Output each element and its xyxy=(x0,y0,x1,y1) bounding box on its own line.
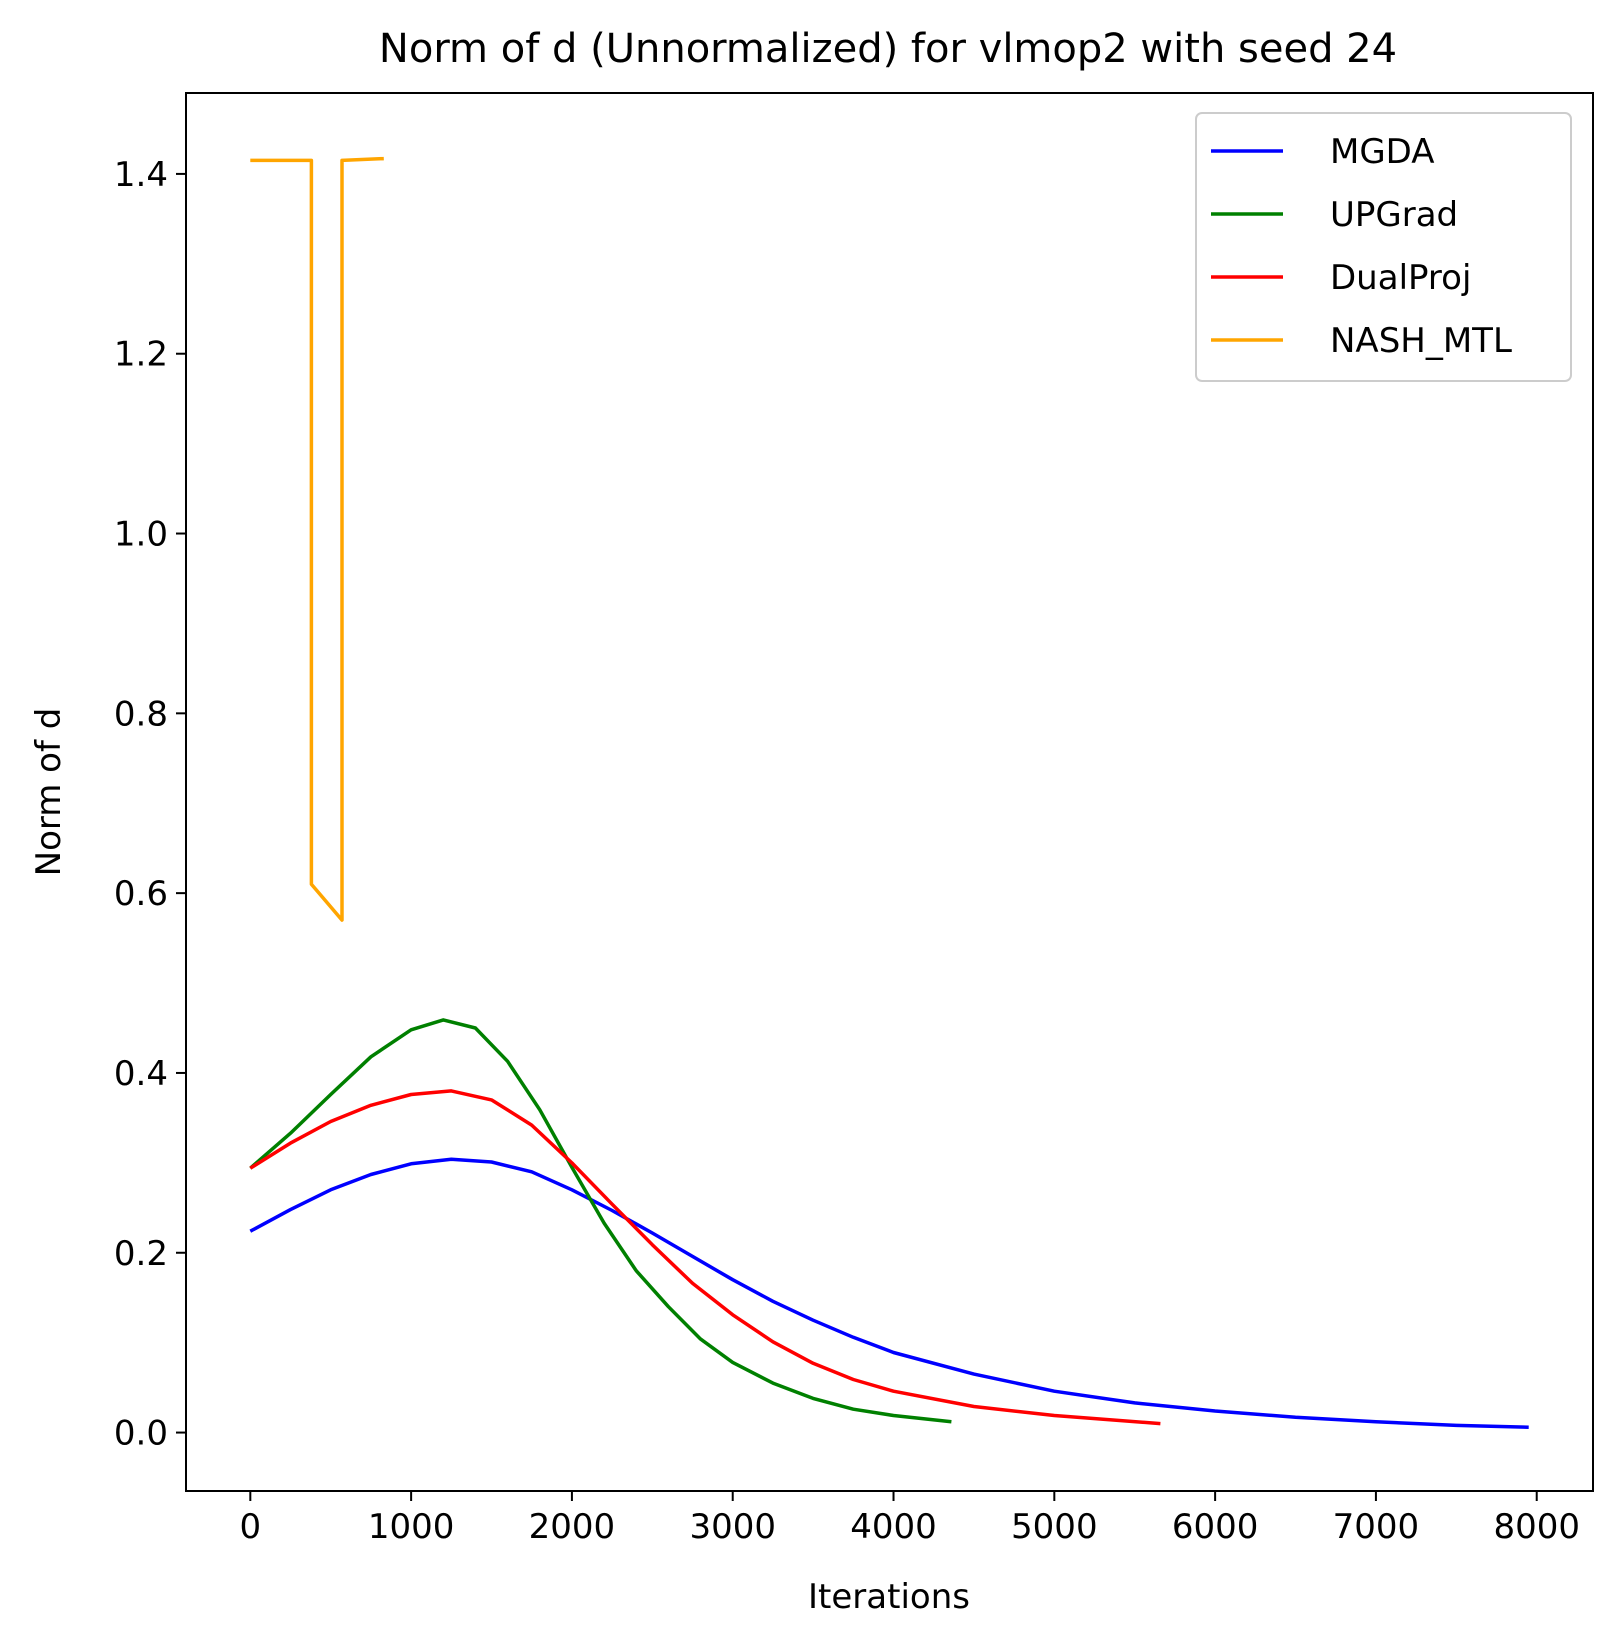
y-axis-label: Norm of d xyxy=(29,708,69,877)
series-line-mgda xyxy=(249,1157,1529,1429)
series-line-dualproj xyxy=(249,1089,1161,1426)
y-tick-label: 0.2 xyxy=(114,1234,168,1274)
x-tick-label: 6000 xyxy=(1172,1507,1259,1547)
series-line-upgrad xyxy=(249,1018,952,1424)
series-layer xyxy=(249,156,1529,1429)
x-tick-label: 1000 xyxy=(368,1507,455,1547)
series-line-nash-mtl xyxy=(250,156,384,922)
y-tick-label: 0.0 xyxy=(114,1414,168,1454)
y-tick-label: 1.4 xyxy=(114,155,168,195)
y-axis: 0.0 0.2 0.4 0.6 0.8 1.0 1.2 1.4 xyxy=(114,155,186,1454)
legend: MGDA UPGrad DualProj NASH_MTL xyxy=(1195,112,1572,382)
x-tick-label: 4000 xyxy=(850,1507,937,1547)
x-tick-label: 7000 xyxy=(1333,1507,1420,1547)
y-tick-label: 1.2 xyxy=(114,335,168,375)
y-tick-label: 0.8 xyxy=(114,694,168,734)
y-tick-label: 0.4 xyxy=(114,1054,168,1094)
x-tick-label: 2000 xyxy=(529,1507,616,1547)
x-tick-label: 0 xyxy=(239,1507,261,1547)
legend-label: NASH_MTL xyxy=(1330,321,1512,361)
x-axis: 0 1000 2000 3000 4000 5000 6000 7000 8000 xyxy=(239,1491,1580,1547)
x-tick-label: 5000 xyxy=(1011,1507,1098,1547)
y-tick-label: 1.0 xyxy=(114,515,168,555)
x-tick-label: 3000 xyxy=(689,1507,776,1547)
legend-label: UPGrad xyxy=(1330,195,1458,235)
chart-title: Norm of d (Unnormalized) for vlmop2 with… xyxy=(379,26,1397,72)
plot-frame xyxy=(185,92,1594,1492)
y-tick-label: 0.6 xyxy=(114,874,168,914)
legend-label: DualProj xyxy=(1330,258,1471,298)
x-tick-label: 8000 xyxy=(1493,1507,1580,1547)
legend-box xyxy=(1195,112,1572,382)
legend-label: MGDA xyxy=(1330,132,1435,172)
x-axis-label: Iterations xyxy=(808,1577,970,1617)
